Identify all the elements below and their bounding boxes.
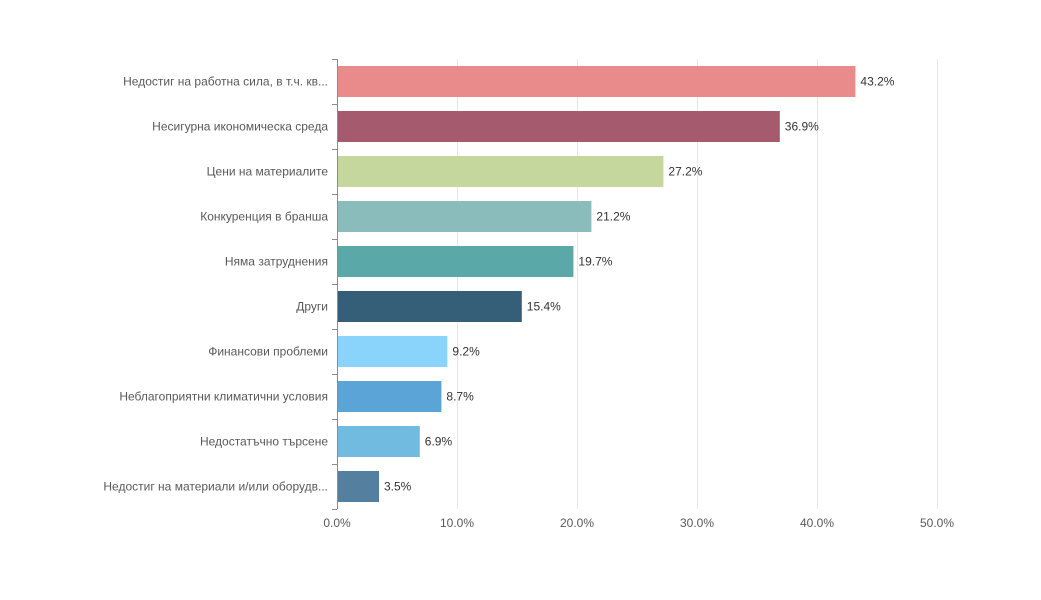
category-label: Конкуренция в бранша: [200, 210, 328, 224]
axes: [332, 59, 338, 510]
data-label: 21.2%: [596, 210, 630, 224]
x-tick-label: 10.0%: [440, 516, 474, 530]
bar[interactable]: [337, 291, 522, 322]
data-label: 43.2%: [860, 75, 894, 89]
data-label: 6.9%: [425, 435, 453, 449]
bar[interactable]: [337, 336, 448, 367]
bar[interactable]: [337, 426, 420, 457]
x-tick-label: 30.0%: [680, 516, 714, 530]
bar[interactable]: [337, 246, 574, 277]
bar[interactable]: [337, 471, 379, 502]
data-label: 36.9%: [785, 120, 819, 134]
category-label: Неблагоприятни климатични условия: [119, 390, 328, 404]
data-label: 19.7%: [578, 255, 612, 269]
bar[interactable]: [337, 66, 856, 97]
category-label: Недостатъчно търсене: [200, 435, 328, 449]
data-label: 8.7%: [446, 390, 474, 404]
category-label: Недостиг на работна сила, в т.ч. кв...: [123, 75, 328, 89]
labels: 0.0% 10.0% 20.0% 30.0% 40.0% 50.0% Недостиг на…: [103, 75, 954, 531]
category-label: Финансови проблеми: [208, 345, 328, 359]
x-tick-label: 20.0%: [560, 516, 594, 530]
category-label: Недостиг на материали и/или оборудв...: [103, 480, 328, 494]
category-label: Цени на материалите: [207, 165, 329, 179]
x-tick-label: 0.0%: [323, 516, 351, 530]
data-label: 3.5%: [384, 480, 412, 494]
data-label: 9.2%: [452, 345, 480, 359]
data-label: 15.4%: [527, 300, 561, 314]
x-tick-label: 50.0%: [920, 516, 954, 530]
bar[interactable]: [337, 381, 442, 412]
bars: [337, 66, 856, 502]
data-label: 27.2%: [668, 165, 702, 179]
category-label: Няма затруднения: [225, 255, 328, 269]
category-label: Несигурна икономическа среда: [152, 120, 328, 134]
bar[interactable]: [337, 201, 592, 232]
bar[interactable]: [337, 111, 780, 142]
bar[interactable]: [337, 156, 664, 187]
x-tick-label: 40.0%: [800, 516, 834, 530]
category-label: Други: [296, 300, 328, 314]
